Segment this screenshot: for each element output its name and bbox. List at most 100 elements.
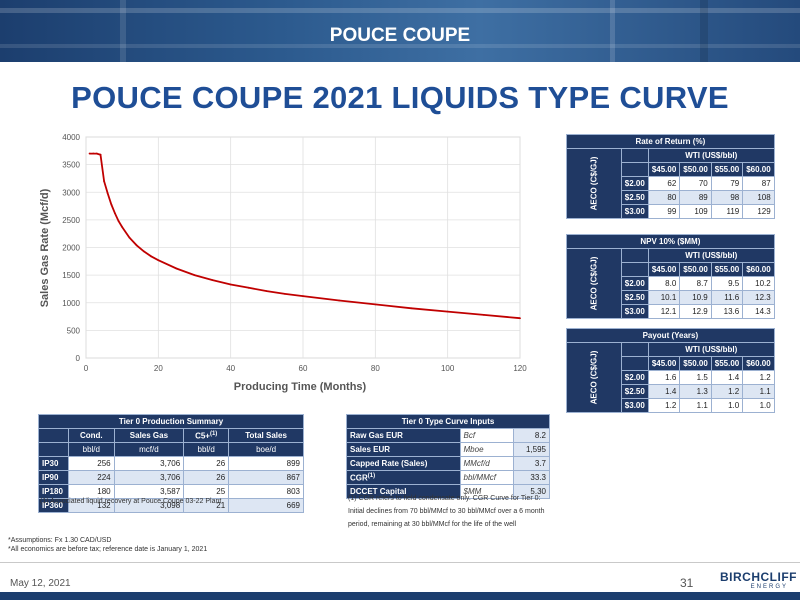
series-point	[175, 267, 178, 270]
inputs-value: 33.3	[512, 470, 551, 485]
series-point	[114, 212, 116, 215]
series-point	[446, 310, 449, 313]
production-footnote: (1) Associated liquid recovery at Pouce …	[40, 498, 222, 505]
ror-column-header: $60.00	[742, 162, 775, 177]
inputs-value: 1,595	[512, 442, 551, 457]
series-point	[193, 274, 196, 277]
series-point	[157, 259, 160, 262]
series-point	[229, 283, 232, 286]
series-point	[410, 307, 413, 310]
table-row: IP90 224 3,706 26 867	[38, 470, 304, 485]
table-row: CGR(1) bbl/MMcf 33.3	[346, 470, 551, 485]
series-point	[338, 299, 341, 302]
prod-row-label: IP180	[38, 484, 69, 499]
ror-corner	[620, 162, 649, 177]
y-tick-label: 0	[76, 354, 81, 363]
prod-value: 21	[183, 498, 230, 513]
ror-value: 79	[710, 176, 744, 191]
prod-title: Tier 0 Production Summary	[38, 414, 304, 429]
series-point	[99, 153, 102, 156]
payout-value: 1.1	[742, 384, 775, 399]
prod-value: 132	[68, 498, 115, 513]
inputs-label: Capped Rate (Sales)	[346, 456, 461, 471]
prod-value: 256	[68, 456, 115, 471]
table-row: $2.50 1.4 1.3 1.2 1.1	[567, 384, 775, 399]
series-point	[150, 255, 152, 258]
x-axis-label: Producing Time (Months)	[234, 381, 367, 393]
header-banner	[0, 0, 800, 62]
series-point	[247, 286, 250, 289]
ror-value: 129	[742, 204, 775, 219]
ror-row-label: $2.00	[620, 176, 649, 191]
payout-value: 1.6	[647, 370, 681, 385]
y-axis-label: Sales Gas Rate (Mcf/d)	[39, 188, 51, 307]
npv-wti-header: WTI (US$/bbl)	[647, 248, 775, 263]
inputs-label: CGR(1)	[346, 470, 461, 485]
npv-value: 13.6	[710, 304, 744, 319]
ror-column-header: $50.00	[679, 162, 712, 177]
production-summary-table: Tier 0 Production Summary Cond. Sales Gas C…	[38, 414, 304, 513]
payout-value: 1.4	[647, 384, 681, 399]
x-tick-label: 100	[441, 364, 455, 373]
table-row: $3.00 12.1 12.9 13.6 14.3	[567, 304, 775, 319]
npv-value: 10.2	[742, 276, 775, 291]
npv-column-header: $55.00	[710, 262, 744, 277]
cgr-note-line-2: Initial declines from 70 bbl/MMcf to 30 …	[348, 508, 545, 515]
payout-value: 1.0	[710, 398, 744, 413]
inputs-unit: $MM	[459, 484, 514, 499]
npv-value: 12.3	[742, 290, 775, 305]
table-row: IP360 132 3,098 21 669	[38, 498, 304, 513]
chart-grid	[85, 136, 521, 359]
payout-wti-header: WTI (US$/bbl)	[647, 342, 775, 357]
payout-corner	[620, 356, 649, 371]
payout-row-label: $2.50	[620, 384, 649, 399]
ror-column-header: $45.00	[647, 162, 681, 177]
npv-value: 12.1	[647, 304, 681, 319]
inputs-label: Raw Gas EUR	[346, 428, 461, 443]
series-point	[284, 293, 286, 295]
prod-row-label: IP30	[38, 456, 69, 471]
inputs-unit: Mboe	[459, 442, 514, 457]
series-point	[265, 290, 268, 293]
series-point	[135, 244, 138, 247]
npv-title: NPV 10% ($MM)	[566, 234, 775, 249]
npv-corner	[620, 262, 649, 277]
payout-value: 1.3	[679, 384, 712, 399]
payout-value: 1.2	[647, 398, 681, 413]
prod-value: 180	[68, 484, 115, 499]
chart-ticks: 0 500 1000 1500 2000 2500 3000 3500 4000 0 20 40 60 8…	[62, 133, 527, 373]
ror-value: 70	[679, 176, 712, 191]
prod-column-header: C5+(1)	[183, 428, 230, 443]
payout-table: Payout (Years) AECO (C$/GJ) WTI (US$/bbl) $…	[566, 328, 775, 413]
x-tick-label: 40	[226, 364, 235, 373]
prod-value: 3,706	[113, 456, 185, 471]
table-row: DCCET Capital $MM 5.30	[346, 484, 551, 499]
ror-value: 108	[742, 190, 775, 205]
npv-value: 10.9	[679, 290, 712, 305]
payout-column-header: $55.00	[710, 356, 744, 371]
npv-value: 12.9	[679, 304, 712, 319]
payout-column-header: $60.00	[742, 356, 775, 371]
payout-value: 1.0	[742, 398, 775, 413]
inputs-unit: MMcf/d	[459, 456, 514, 471]
table-row: IP180 180 3,587 25 803	[38, 484, 304, 499]
header-title: POUCE COUPE	[329, 25, 471, 46]
table-row: $3.00 99 109 119 129	[567, 204, 775, 219]
payout-value: 1.2	[710, 384, 744, 399]
prod-value: 867	[228, 470, 304, 485]
series-point	[121, 226, 124, 228]
prod-value: 899	[228, 456, 304, 471]
logo-subtext: ENERGY	[750, 584, 788, 590]
inputs-label: DCCET Capital	[346, 484, 461, 499]
table-row: Capped Rate (Sales) MMcf/d 3.7	[346, 456, 551, 471]
prod-unit: boe/d	[228, 442, 304, 457]
ror-value: 80	[647, 190, 681, 205]
prod-row-label: IP90	[38, 470, 69, 485]
series-point	[211, 279, 214, 281]
ror-corner	[620, 148, 649, 163]
series-point	[106, 192, 109, 195]
prod-value: 3,587	[113, 484, 185, 499]
prod-column-header: Sales Gas	[113, 428, 185, 443]
ror-value: 62	[647, 176, 681, 191]
birchcliff-logo: BIRCHCLIFF ENERGY	[720, 570, 800, 592]
